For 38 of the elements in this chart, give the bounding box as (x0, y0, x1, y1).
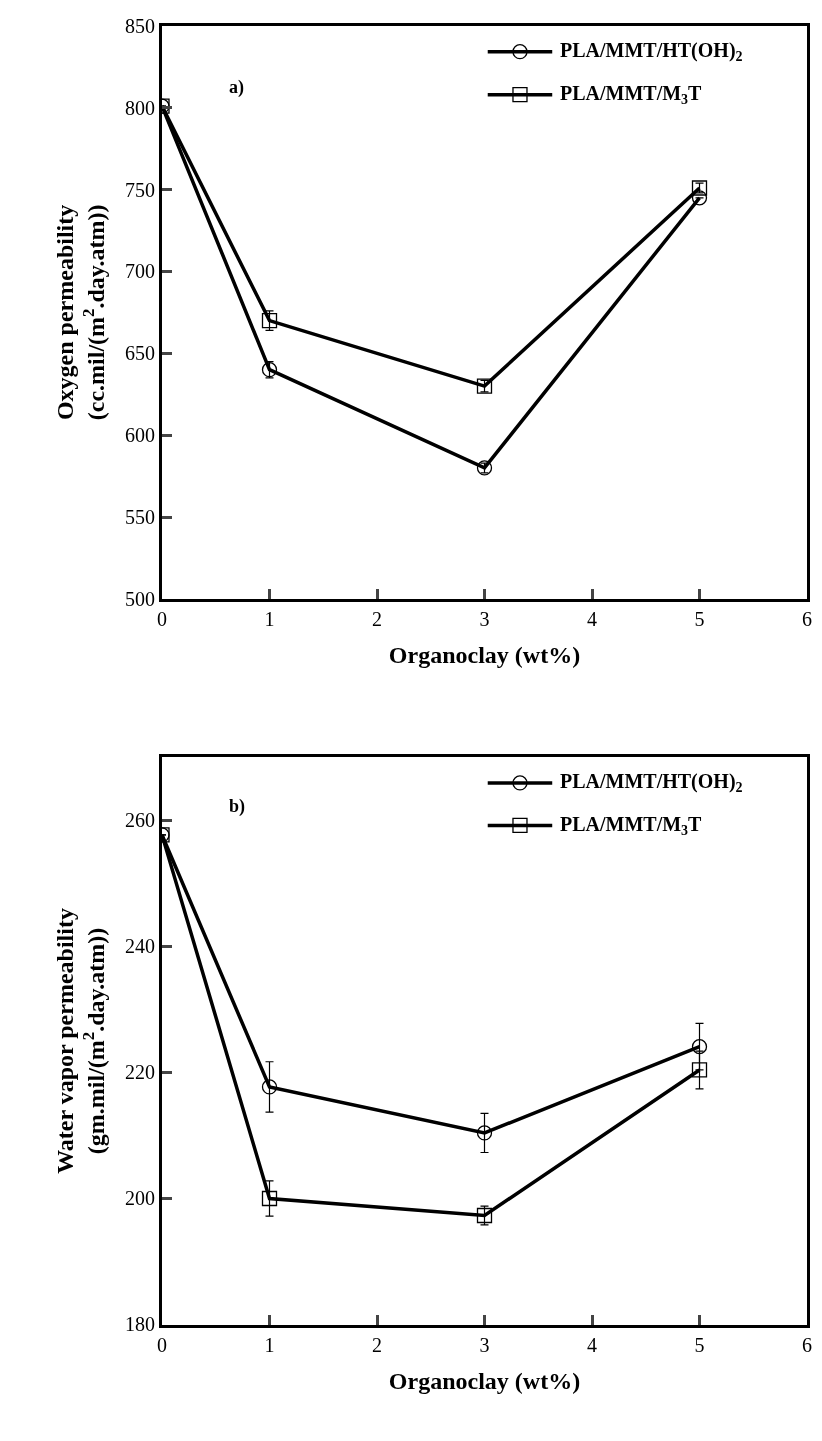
y-tick-label: 550 (125, 506, 155, 529)
x-axis-title: Organoclay (wt%) (388, 1367, 581, 1394)
annotation: a) (229, 77, 244, 98)
x-tick-label: 6 (802, 607, 812, 630)
y-tick-label: 240 (125, 935, 155, 958)
point (691, 1038, 708, 1055)
legend-label: PLA/MMT/M$_{3}$T (560, 82, 703, 108)
x-tick-label: 2 (372, 1333, 382, 1356)
x-tick-label: 5 (694, 1333, 705, 1356)
y-tick-label: 220 (125, 1061, 155, 1084)
y-tick-label: 180 (125, 1313, 155, 1336)
x-tick-label: 2 (372, 607, 382, 630)
legend-label: PLA/MMT/HT(OH)$_{2}$ (560, 770, 743, 796)
x-tick-label: 4 (587, 607, 597, 630)
x-tick-label: 6 (802, 1333, 812, 1356)
x-tick-label: 4 (587, 1333, 597, 1356)
x-tick-label: 0 (157, 607, 167, 630)
x-tick-label: 5 (694, 607, 705, 630)
x-tick-label: 1 (264, 607, 275, 630)
y-tick-label: 200 (125, 1187, 155, 1210)
y-tick-label: 650 (125, 342, 155, 365)
legend-label: PLA/MMT/M$_{3}$T (560, 813, 703, 839)
x-tick-label: 1 (264, 1333, 275, 1356)
y-tick-label: 700 (125, 260, 155, 283)
y-tick-label: 500 (125, 587, 155, 610)
x-axis-title: Organoclay (wt%) (388, 642, 581, 669)
annotation: b) (229, 796, 246, 817)
point (261, 1190, 278, 1207)
y-tick-label: 850 (125, 14, 155, 37)
y-tick-label: 800 (125, 96, 155, 119)
y-tick-label: 750 (125, 178, 155, 201)
x-tick-label: 3 (479, 607, 490, 630)
y-tick-label: 260 (125, 809, 155, 832)
point (691, 1062, 708, 1078)
y-tick-label: 600 (125, 424, 155, 447)
x-tick-label: 0 (157, 1333, 167, 1356)
x-tick-label: 3 (479, 1333, 490, 1356)
legend-label: PLA/MMT/HT(OH)$_{2}$ (560, 39, 743, 65)
